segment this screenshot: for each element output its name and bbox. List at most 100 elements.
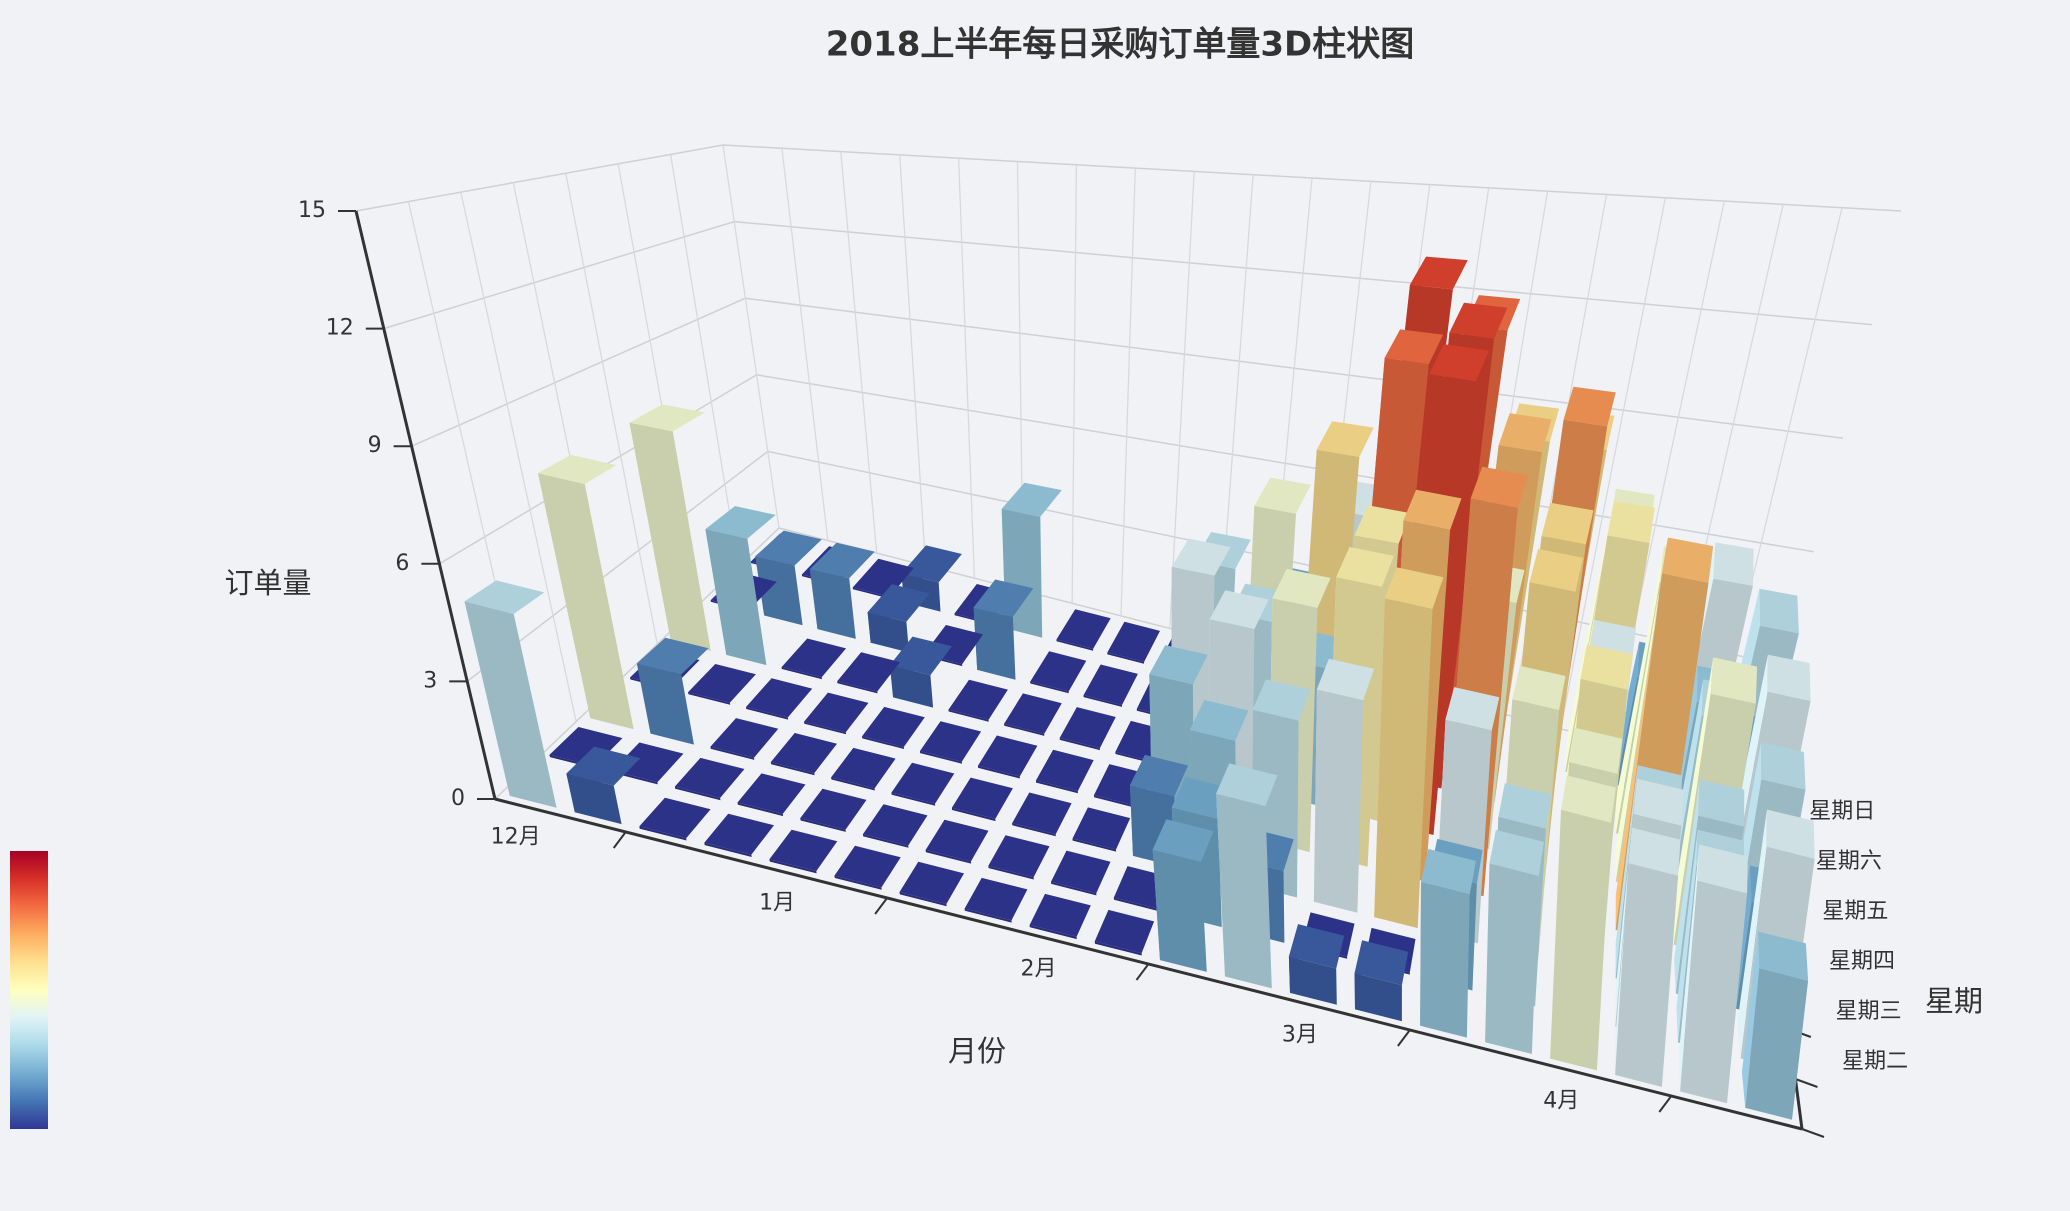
- z-tick-label: 6: [395, 551, 409, 576]
- bar-top-face: [1130, 754, 1188, 797]
- bar-top-face: [1512, 665, 1566, 711]
- bar-front-face: [831, 777, 875, 791]
- bar-top-face: [1569, 727, 1623, 774]
- grid-line: [565, 173, 658, 645]
- bar-top-face: [1152, 819, 1214, 862]
- bar-top-face: [566, 746, 641, 786]
- grid-line: [460, 192, 577, 722]
- bar-top-face: [973, 579, 1034, 617]
- y-tick-label: 星期二: [1842, 1049, 1908, 1074]
- bar-front-face: [964, 908, 1012, 923]
- axis-line: [354, 210, 497, 800]
- bar-top-face: [770, 733, 837, 774]
- bar-front-face: [1420, 881, 1470, 1038]
- bar-front-face: [464, 601, 557, 808]
- bar-front-face: [688, 692, 731, 705]
- bar-top-face: [704, 813, 774, 855]
- bar-top-face: [948, 679, 1008, 720]
- bar-left-face: [1616, 641, 1640, 785]
- z-tick-label: 12: [326, 316, 354, 341]
- grid-line: [1071, 164, 1078, 604]
- bar-top-face: [1190, 700, 1249, 741]
- y-tick-label: 星期五: [1822, 899, 1888, 924]
- bar-top-face: [964, 877, 1028, 921]
- y-tick: [1795, 1078, 1818, 1088]
- bar-front-face: [1680, 880, 1748, 1104]
- bar-top-face: [639, 797, 711, 839]
- bar-front-face: [809, 569, 856, 639]
- bar-front-face: [1036, 780, 1078, 794]
- bar-front-face: [1354, 973, 1402, 1022]
- z-axis-label: 订单量: [224, 566, 311, 600]
- bar-front-face: [710, 746, 755, 760]
- bar-top-face: [1759, 588, 1799, 634]
- bar-front-face: [800, 818, 846, 832]
- bar-top-face: [1561, 775, 1616, 823]
- bar-front-face: [1550, 809, 1612, 1071]
- chart-title: 2018上半年每日采购订单量3D柱状图: [826, 25, 1415, 65]
- bar-top-face: [863, 804, 928, 846]
- bar-left-face: [1678, 844, 1700, 1092]
- bar-front-face: [636, 663, 694, 745]
- bar-top-face: [1758, 931, 1809, 981]
- bar-front-face: [755, 556, 803, 626]
- bar-top-face: [1316, 421, 1374, 457]
- bar-front-face: [1072, 838, 1117, 852]
- y-tick-label: 星期六: [1816, 849, 1882, 874]
- bar-front-face: [1485, 863, 1539, 1054]
- bar-front-face: [1094, 795, 1136, 808]
- bar-front-face: [837, 681, 878, 694]
- bar-top-face: [1272, 568, 1331, 608]
- bar-top-face: [1354, 940, 1409, 986]
- x-tick-label: 1月: [759, 890, 795, 915]
- bar-front-face: [639, 826, 687, 841]
- grid-line: [781, 148, 829, 541]
- bar-top-face: [1316, 658, 1375, 701]
- bar-top-face: [769, 829, 838, 872]
- bar-top-face: [1083, 664, 1138, 705]
- bar-front-face: [1094, 941, 1142, 956]
- bar-top-face: [1529, 548, 1583, 592]
- bar-top-face: [920, 721, 982, 762]
- bar-front-face: [891, 792, 936, 806]
- x-tick-label: 12月: [491, 824, 541, 849]
- bar-front-face: [862, 736, 904, 749]
- bar-top-face: [1252, 679, 1311, 721]
- x-tick-label: 4月: [1543, 1088, 1579, 1113]
- bar-top-face: [1036, 749, 1094, 792]
- grid-line: [1559, 197, 1667, 729]
- bar-left-face: [1741, 931, 1760, 1108]
- x-tick: [1658, 1095, 1673, 1113]
- grid-line: [1120, 168, 1136, 616]
- bar-top-face: [1489, 829, 1544, 876]
- bar-front-face: [1056, 639, 1094, 651]
- bar-top-face: [1384, 329, 1444, 365]
- bar-top-face: [705, 506, 776, 539]
- grid-line: [383, 220, 1873, 330]
- bar-top-face: [1713, 542, 1754, 586]
- bar-top-face: [1029, 893, 1091, 937]
- bar-front-face: [770, 762, 815, 776]
- bar-top-face: [612, 742, 684, 783]
- bar-top-face: [1498, 783, 1552, 829]
- y-axis-label: 星期: [1925, 984, 1983, 1018]
- bar-top-face: [1607, 501, 1655, 543]
- bar-front-face: [1004, 723, 1045, 736]
- bar-top-face: [978, 735, 1038, 777]
- bar-front-face: [1051, 881, 1097, 896]
- bar-front-face: [834, 875, 882, 890]
- bar-top-face: [1697, 844, 1748, 894]
- bar-top-face: [1094, 909, 1155, 954]
- bar-top-face: [831, 747, 896, 789]
- bar-left-face: [1615, 595, 1659, 882]
- bar-top-face: [746, 678, 813, 718]
- bar-top-face: [737, 773, 806, 814]
- bar-front-face: [1059, 737, 1100, 751]
- bar-top-face: [901, 545, 962, 583]
- x-tick: [1397, 1029, 1411, 1047]
- y-tick-label: 星期三: [1836, 999, 1902, 1024]
- bar-front-face: [973, 607, 1016, 680]
- bar-top-face: [755, 530, 822, 566]
- bar-top-face: [891, 762, 955, 804]
